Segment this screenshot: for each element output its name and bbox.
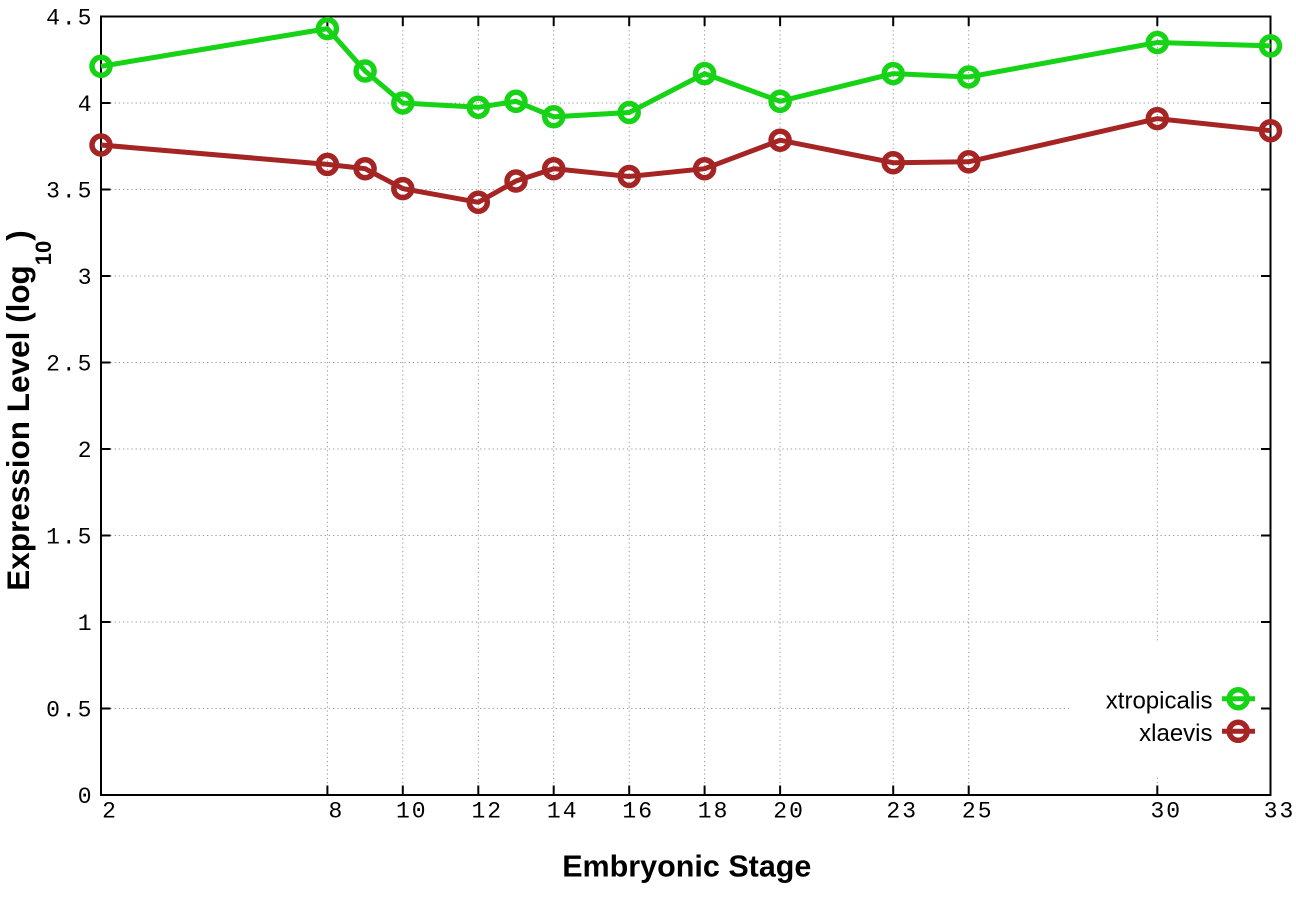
svg-text:25: 25	[962, 799, 994, 825]
svg-text:20: 20	[773, 799, 805, 825]
svg-text:10: 10	[396, 799, 428, 825]
svg-text:2.5: 2.5	[46, 352, 93, 378]
svg-text:12: 12	[471, 799, 503, 825]
svg-text:Embryonic Stage: Embryonic Stage	[562, 850, 811, 884]
svg-text:0: 0	[78, 784, 94, 810]
svg-text:3: 3	[78, 265, 94, 291]
svg-text:4: 4	[78, 92, 94, 118]
svg-text:16: 16	[622, 799, 654, 825]
svg-text:14: 14	[547, 799, 579, 825]
svg-text:33: 33	[1264, 799, 1296, 825]
svg-text:8: 8	[328, 799, 344, 825]
svg-text:18: 18	[698, 799, 730, 825]
svg-text:xlaevis: xlaevis	[1139, 720, 1212, 747]
svg-text:xtropicalis: xtropicalis	[1106, 687, 1213, 714]
svg-text:30: 30	[1150, 799, 1182, 825]
svg-text:1: 1	[78, 611, 94, 637]
svg-text:0.5: 0.5	[46, 698, 93, 724]
svg-text:1.5: 1.5	[46, 525, 93, 551]
svg-text:2: 2	[102, 799, 118, 825]
svg-text:23: 23	[886, 799, 918, 825]
svg-text:2: 2	[78, 438, 94, 464]
svg-text:4.5: 4.5	[46, 6, 93, 32]
svg-text:3.5: 3.5	[46, 179, 93, 205]
